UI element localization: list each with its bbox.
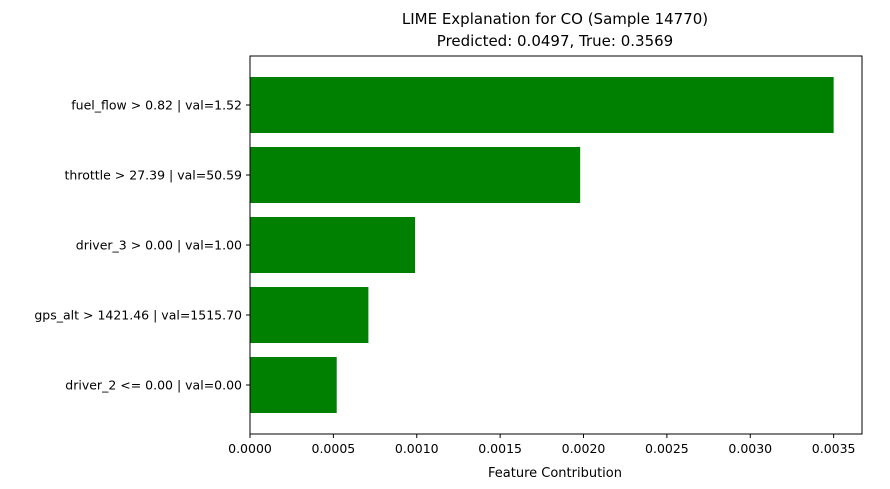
x-tick-label: 0.0010 bbox=[395, 441, 439, 456]
y-tick-label: fuel_flow > 0.82 | val=1.52 bbox=[71, 98, 242, 113]
x-tick-label: 0.0005 bbox=[312, 441, 356, 456]
bar bbox=[250, 217, 416, 273]
bar bbox=[250, 147, 581, 203]
x-tick-label: 0.0020 bbox=[562, 441, 606, 456]
x-tick-label: 0.0030 bbox=[728, 441, 772, 456]
y-tick-label: driver_3 > 0.00 | val=1.00 bbox=[76, 238, 242, 253]
x-axis-label: Feature Contribution bbox=[488, 466, 622, 481]
bar bbox=[250, 357, 337, 413]
chart-title-line-1: LIME Explanation for CO (Sample 14770) bbox=[402, 10, 708, 28]
x-tick-label: 0.0015 bbox=[478, 441, 522, 456]
y-tick-label: gps_alt > 1421.46 | val=1515.70 bbox=[34, 308, 242, 323]
x-tick-label: 0.0035 bbox=[812, 441, 856, 456]
bar bbox=[250, 77, 834, 133]
y-tick-label: driver_2 <= 0.00 | val=0.00 bbox=[65, 378, 242, 393]
y-tick-label: throttle > 27.39 | val=50.59 bbox=[65, 168, 243, 183]
plot-frame bbox=[249, 55, 863, 435]
plot-area: fuel_flow > 0.82 | val=1.52 throttle > 27… bbox=[34, 55, 863, 456]
x-tick-label: 0.0000 bbox=[228, 441, 272, 456]
chart-title-line-2: Predicted: 0.0497, True: 0.3569 bbox=[437, 32, 673, 50]
x-tick-label: 0.0025 bbox=[645, 441, 689, 456]
bar bbox=[250, 287, 369, 343]
